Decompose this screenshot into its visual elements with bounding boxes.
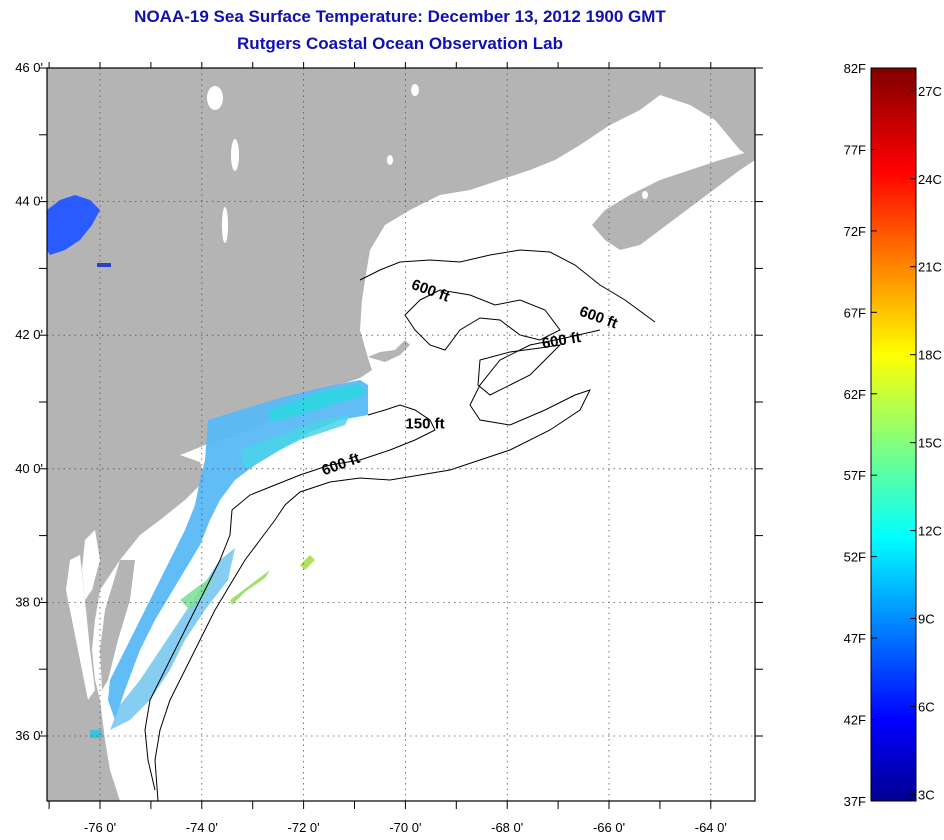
axis-labels: -76 0' -74 0' -72 0' -70 0' -68 0' -66 0' -64 … (15, 60, 727, 835)
colorbar-c-label: 15C (918, 436, 942, 451)
sst-longisland-sound (270, 384, 366, 422)
colorbar-c-label: 9C (918, 612, 935, 627)
lake (207, 86, 223, 110)
lake-ontario-sst (47, 195, 100, 255)
colorbar-c-label: 21C (918, 260, 942, 275)
isobath-150ft (144, 404, 436, 791)
mainland-land (47, 68, 755, 801)
isobath-600ft (154, 249, 656, 801)
cape-cod-land (368, 340, 410, 362)
sst-pixel (90, 730, 102, 738)
lon-label: -76 0' (84, 820, 116, 835)
isobath-label: 150 ft (405, 416, 444, 433)
colorbar-f-label: 42F (844, 713, 866, 728)
colorbar-c-label: 24C (918, 172, 942, 187)
colorbar-c-label: 6C (918, 700, 935, 715)
chesapeake-bay (66, 555, 95, 700)
lake (642, 191, 648, 199)
colorbar-ticks (871, 67, 916, 802)
sst-warm-patch (180, 575, 215, 610)
lake (222, 207, 228, 243)
lon-label: -70 0' (389, 820, 421, 835)
delmarva-land (100, 560, 135, 690)
colorbar-f-label: 77F (844, 142, 866, 157)
map-title: NOAA-19 Sea Surface Temperature: Decembe… (134, 7, 666, 26)
delaware-bay (82, 530, 100, 600)
nova-scotia-land (592, 150, 755, 250)
colorbar-f-label: 72F (844, 224, 866, 239)
lat-label: 40 0' (15, 461, 43, 476)
sst-coastal-band (108, 380, 368, 720)
colorbar-labels: 82F 77F 72F 67F 62F 57F 52F 47F 42F 37F 27C 24C 21C 1… (844, 61, 942, 809)
colorbar-c-label: 18C (918, 348, 942, 363)
lake (411, 84, 419, 96)
axis-ticks (39, 62, 763, 809)
sst-shelf-cyan (240, 415, 350, 470)
colorbar-f-label: 37F (844, 794, 866, 809)
lat-label: 42 0' (15, 327, 43, 342)
lat-label: 38 0' (15, 594, 43, 609)
colorbar-f-label: 52F (844, 550, 866, 565)
isobath-label: 600 ft (541, 329, 583, 353)
colorbar-f-label: 57F (844, 468, 866, 483)
lon-label: -66 0' (593, 820, 625, 835)
graticule (47, 68, 755, 801)
lon-label: -74 0' (186, 820, 218, 835)
colorbar (870, 67, 917, 802)
colorbar-f-label: 62F (844, 387, 866, 402)
colorbar-f-label: 67F (844, 305, 866, 320)
sst-warm-streak (230, 570, 270, 605)
colorbar-c-label: 27C (918, 84, 942, 99)
colorbar-f-label: 82F (844, 61, 866, 76)
lon-label: -68 0' (491, 820, 523, 835)
colorbar-f-label: 47F (844, 631, 866, 646)
isobath-georges (477, 344, 562, 396)
lon-label: -64 0' (695, 820, 727, 835)
colorbar-c-label: 12C (918, 524, 942, 539)
lat-label: 46 0' (15, 60, 43, 75)
lake (231, 139, 239, 171)
lat-label: 44 0' (15, 194, 43, 209)
lake (387, 155, 393, 165)
map-subtitle: Rutgers Coastal Ocean Observation Lab (237, 34, 563, 53)
lake-sst (97, 263, 111, 267)
sst-warm-streak (300, 555, 315, 570)
colorbar-c-label: 3C (918, 787, 935, 802)
map-border (46, 67, 756, 802)
lat-label: 36 0' (15, 728, 43, 743)
lon-label: -72 0' (288, 820, 320, 835)
